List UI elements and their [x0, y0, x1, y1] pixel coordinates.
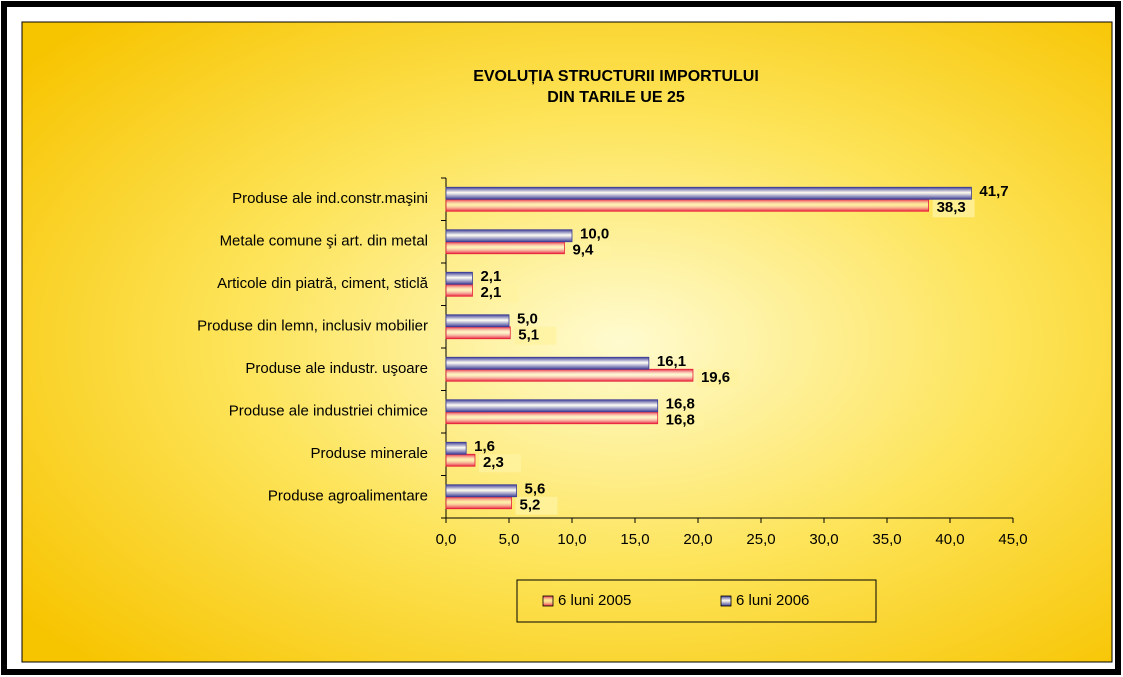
y-tick-label: Metale comune şi art. din metal [220, 233, 428, 250]
value-label: 5,1 [518, 327, 539, 344]
value-label-bg [696, 369, 739, 388]
legend-swatch [542, 595, 554, 607]
bar [445, 399, 659, 413]
value-label: 16,8 [666, 396, 695, 413]
y-tick-label: Produse agroalimentare [268, 488, 428, 505]
value-label: 5,6 [525, 481, 546, 498]
bar [445, 241, 565, 255]
y-tick-label: Produse ale industr. uşoare [245, 360, 428, 377]
value-label: 2,1 [480, 268, 501, 285]
legend-label: 6 luni 2005 [558, 592, 631, 609]
y-tick-label: Produse minerale [310, 445, 428, 462]
value-label-bg [514, 326, 557, 345]
x-tick-label: 20,0 [683, 531, 712, 548]
bar [445, 484, 517, 498]
bar [445, 186, 972, 200]
value-label: 38,3 [937, 199, 966, 216]
bar [445, 411, 659, 425]
value-label: 9,4 [572, 242, 594, 259]
value-label: 5,0 [517, 311, 538, 328]
value-label-bg [568, 241, 611, 260]
x-tick-label: 10,0 [557, 531, 586, 548]
value-label: 10,0 [580, 226, 609, 243]
legend-swatch [720, 595, 732, 607]
x-tick-label: 15,0 [620, 531, 649, 548]
value-label: 5,2 [520, 497, 541, 514]
bar [445, 453, 476, 467]
bar [445, 271, 473, 285]
x-tick-label: 40,0 [935, 531, 964, 548]
bar [445, 283, 473, 297]
bar [445, 229, 573, 243]
value-label: 2,1 [480, 284, 501, 301]
value-label-bg [932, 199, 975, 218]
legend-label: 6 luni 2006 [736, 592, 809, 609]
value-label-bg [476, 284, 519, 303]
chart-background [21, 21, 1113, 663]
bar [445, 326, 511, 340]
value-label-bg [661, 411, 704, 430]
y-tick-label: Produse din lemn, inclusiv mobilier [197, 318, 428, 335]
value-label: 16,8 [666, 412, 695, 429]
x-tick-label: 35,0 [872, 531, 901, 548]
value-label: 16,1 [657, 353, 686, 370]
bar [445, 356, 650, 370]
legend-box [516, 579, 877, 623]
bar [445, 314, 510, 328]
chart-title: DIN TARILE UE 25 [547, 89, 685, 106]
bar [445, 198, 929, 212]
bar [445, 496, 512, 510]
y-tick-label: Produse ale ind.constr.maşini [232, 190, 428, 207]
x-tick-label: 25,0 [746, 531, 775, 548]
bar [445, 368, 694, 382]
chart-title: EVOLUȚIA STRUCTURII IMPORTULUI [473, 68, 759, 85]
value-label: 2,3 [483, 454, 504, 471]
x-tick-label: 0,0 [436, 531, 457, 548]
value-label-bg [515, 496, 558, 515]
value-label: 41,7 [979, 183, 1008, 200]
y-tick-label: Articole din piatră, ciment, sticlă [217, 275, 429, 292]
y-tick-label: Produse ale industriei chimice [229, 403, 428, 420]
value-label: 1,6 [474, 438, 495, 455]
value-label-bg [478, 454, 521, 473]
x-tick-label: 5,0 [499, 531, 520, 548]
x-tick-label: 45,0 [998, 531, 1027, 548]
x-tick-label: 30,0 [809, 531, 838, 548]
bar [445, 441, 467, 455]
value-label: 19,6 [701, 369, 730, 386]
